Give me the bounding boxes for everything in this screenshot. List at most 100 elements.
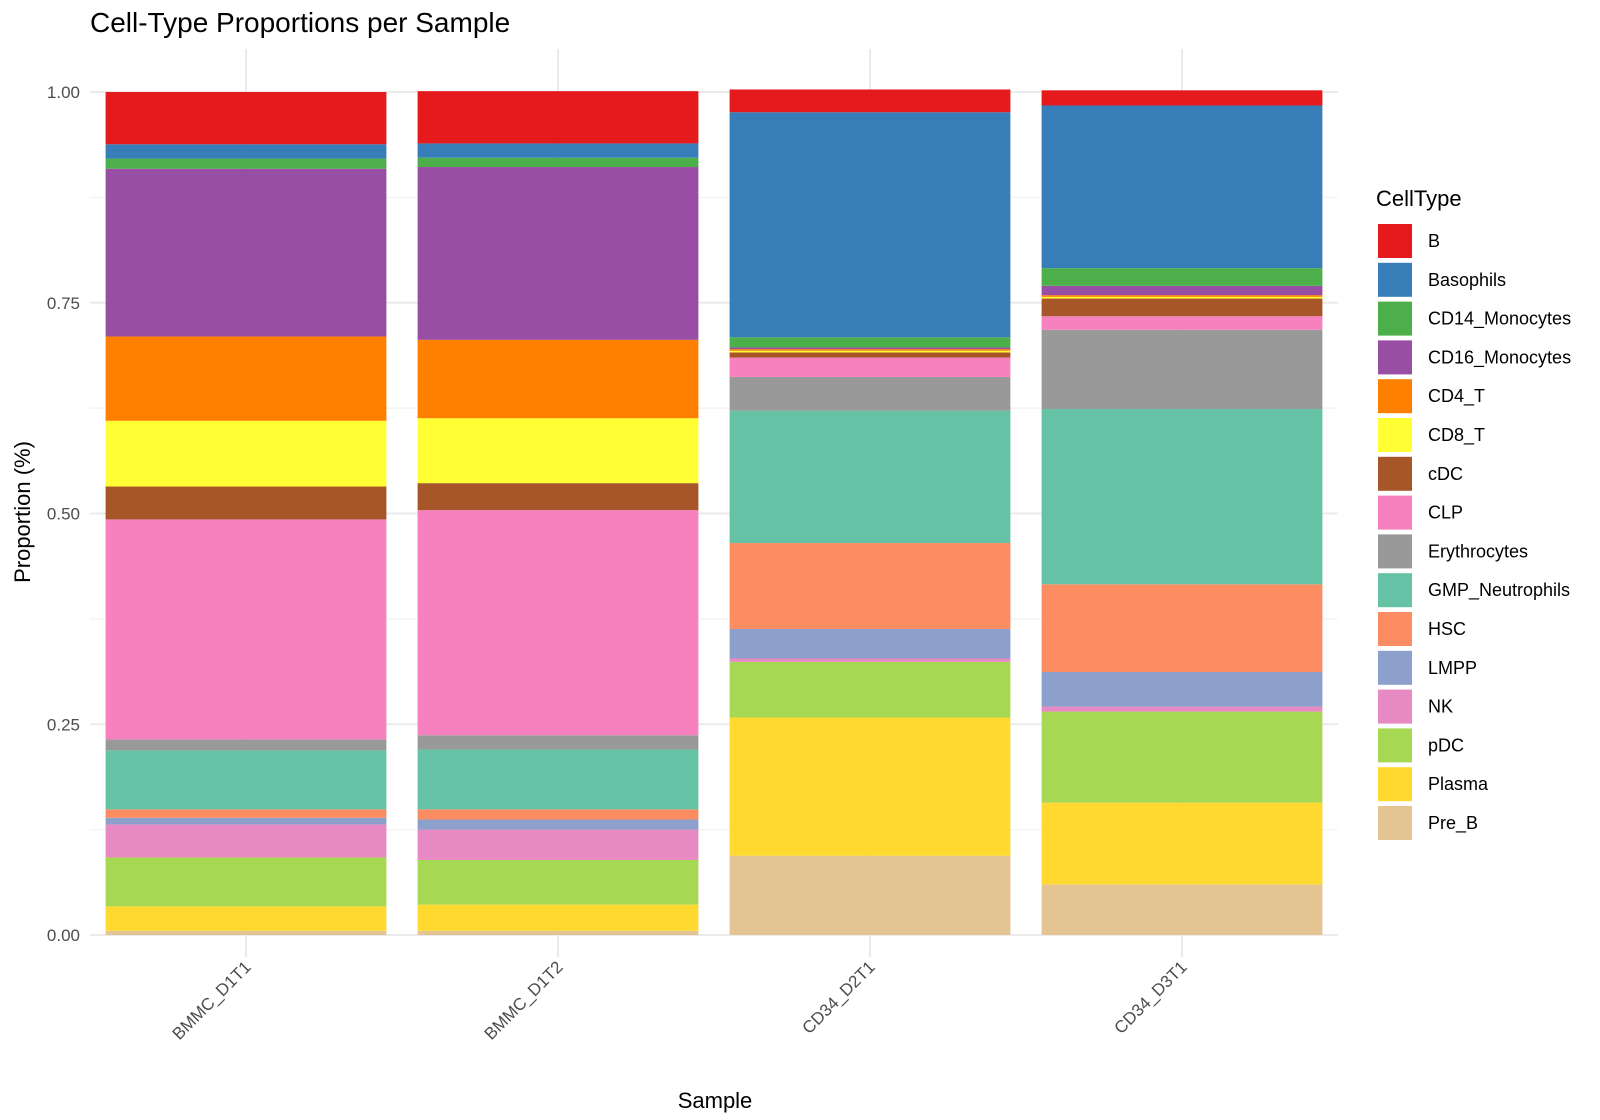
legend-label: LMPP bbox=[1428, 658, 1477, 678]
y-tick-label: 1.00 bbox=[47, 83, 80, 102]
legend-key-B bbox=[1378, 224, 1412, 258]
bar-segment-CD14_Monocytes: BMMC_D1T2 / CD14_Monocytes: 0.011 bbox=[417, 157, 699, 168]
y-tick-label: 0.75 bbox=[47, 294, 80, 313]
bar-segment-HSC: BMMC_D1T2 / HSC: 0.012 bbox=[417, 809, 699, 820]
bar-segment-Plasma: CD34_D3T1 / Plasma: 0.097 bbox=[1041, 802, 1323, 885]
legend-key-CD14_Monocytes bbox=[1378, 301, 1412, 336]
bar-segment-CD4_T: BMMC_D1T2 / CD4_T: 0.093 bbox=[417, 339, 699, 419]
bar-segment-B: CD34_D3T1 / B: 0.018 bbox=[1041, 90, 1323, 106]
bar-stack-CD34_D2T1: CD34_D2T1 / Pre_B: 0.094CD34_D2T1 / Plas… bbox=[729, 89, 1011, 935]
legend-label: CD8_T bbox=[1428, 425, 1485, 446]
legend-label: B bbox=[1428, 231, 1440, 251]
bar-segment-CD8_T: CD34_D2T1 / CD8_T: 0.002 bbox=[729, 350, 1011, 353]
bar-segment-Pre_B: BMMC_D1T2 / Pre_B: 0.005 bbox=[417, 930, 699, 935]
legend-key-CD8_T bbox=[1378, 418, 1412, 452]
x-tick-label: BMMC_D1T1 bbox=[169, 957, 255, 1043]
bar-segment-cDC: BMMC_D1T1 / cDC: 0.039 bbox=[105, 486, 387, 520]
legend-key-CD16_Monocytes bbox=[1378, 340, 1412, 375]
legend-label: HSC bbox=[1428, 619, 1466, 639]
bar-stack-BMMC_D1T2: BMMC_D1T2 / Pre_B: 0.005BMMC_D1T2 / Plas… bbox=[417, 91, 699, 935]
legend-label: Pre_B bbox=[1428, 813, 1478, 834]
legend-key-Pre_B bbox=[1378, 806, 1412, 840]
bar-segment-CLP: BMMC_D1T2 / CLP: 0.267 bbox=[417, 510, 699, 736]
bar-segment-NK: BMMC_D1T1 / NK: 0.039 bbox=[105, 824, 387, 858]
bar-segment-GMP_Neutrophils: BMMC_D1T2 / GMP_Neutrophils: 0.071 bbox=[417, 749, 699, 810]
bar-segment-Basophils: BMMC_D1T2 / Basophils: 0.017 bbox=[417, 143, 699, 158]
bar-segment-HSC: CD34_D2T1 / HSC: 0.102 bbox=[729, 543, 1011, 629]
legend-label: CD16_Monocytes bbox=[1428, 347, 1571, 368]
bar-segment-CD8_T: BMMC_D1T1 / CD8_T: 0.078 bbox=[105, 420, 387, 487]
legend-key-Basophils bbox=[1378, 262, 1412, 297]
bar-segment-Pre_B: CD34_D2T1 / Pre_B: 0.094 bbox=[729, 855, 1011, 935]
bar-segment-B: CD34_D2T1 / B: 0.027 bbox=[729, 89, 1011, 113]
bar-segment-Erythrocytes: CD34_D3T1 / Erythrocytes: 0.094 bbox=[1041, 329, 1323, 409]
bar-segment-B: BMMC_D1T2 / B: 0.062 bbox=[417, 91, 699, 144]
bar-segment-CLP: CD34_D2T1 / CLP: 0.023 bbox=[729, 357, 1011, 377]
bar-segment-LMPP: CD34_D3T1 / LMPP: 0.041 bbox=[1041, 671, 1323, 707]
bar-segment-HSC: BMMC_D1T1 / HSC: 0.01 bbox=[105, 809, 387, 818]
legend-key-cDC bbox=[1378, 456, 1412, 491]
y-axis-ticks: 0.00 0.25 0.50 0.75 1.00 bbox=[47, 83, 80, 945]
x-tick-label: CD34_D3T1 bbox=[1111, 957, 1191, 1037]
y-axis-title: Proportion (%) bbox=[10, 441, 35, 583]
bar-segment-Basophils: CD34_D2T1 / Basophils: 0.267 bbox=[729, 112, 1011, 338]
bar-segment-CD16_Monocytes: CD34_D2T1 / CD16_Monocytes: 0.002 bbox=[729, 347, 1011, 350]
bar-segment-pDC: BMMC_D1T2 / pDC: 0.053 bbox=[417, 859, 699, 905]
legend-label: Erythrocytes bbox=[1428, 541, 1528, 561]
y-tick-label: 0.00 bbox=[47, 926, 80, 945]
bar-segment-CD4_T: BMMC_D1T1 / CD4_T: 0.1 bbox=[105, 336, 387, 421]
legend-label: CLP bbox=[1428, 503, 1463, 523]
bar-stack-BMMC_D1T1: BMMC_D1T1 / Pre_B: 0.005BMMC_D1T1 / Plas… bbox=[105, 92, 387, 935]
bar-segment-Plasma: BMMC_D1T2 / Plasma: 0.031 bbox=[417, 904, 699, 931]
legend-label: cDC bbox=[1428, 464, 1463, 484]
legend-label: CD4_T bbox=[1428, 386, 1485, 407]
legend-key-LMPP bbox=[1378, 650, 1412, 685]
bar-segment-Erythrocytes: BMMC_D1T1 / Erythrocytes: 0.013 bbox=[105, 739, 387, 751]
bar-segment-cDC: CD34_D2T1 / cDC: 0.006 bbox=[729, 352, 1011, 358]
bar-segment-CD8_T: BMMC_D1T2 / CD8_T: 0.077 bbox=[417, 418, 699, 484]
bar-segment-CD16_Monocytes: BMMC_D1T2 / CD16_Monocytes: 0.205 bbox=[417, 167, 699, 340]
y-tick-label: 0.25 bbox=[47, 715, 80, 734]
bar-segment-pDC: CD34_D3T1 / pDC: 0.108 bbox=[1041, 711, 1323, 803]
bar-segment-Erythrocytes: BMMC_D1T2 / Erythrocytes: 0.017 bbox=[417, 735, 699, 750]
bar-segment-Basophils: CD34_D3T1 / Basophils: 0.193 bbox=[1041, 105, 1323, 269]
bar-segment-CLP: CD34_D3T1 / CLP: 0.016 bbox=[1041, 316, 1323, 330]
bar-segment-CD16_Monocytes: CD34_D3T1 / CD16_Monocytes: 0.011 bbox=[1041, 285, 1323, 296]
bar-segment-cDC: BMMC_D1T2 / cDC: 0.032 bbox=[417, 483, 699, 511]
legend-label: Plasma bbox=[1428, 774, 1489, 794]
legend-key-Plasma bbox=[1378, 767, 1412, 802]
legend-key-HSC bbox=[1378, 612, 1412, 646]
bar-segment-Plasma: CD34_D2T1 / Plasma: 0.164 bbox=[729, 717, 1011, 856]
legend-key-CD4_T bbox=[1378, 379, 1412, 414]
legend: CellType B Basophils CD14_Monocytes CD16_Mo… bbox=[1376, 186, 1571, 840]
legend-key-pDC bbox=[1378, 728, 1412, 763]
bar-segment-GMP_Neutrophils: CD34_D2T1 / GMP_Neutrophils: 0.157 bbox=[729, 410, 1011, 544]
legend-key-NK bbox=[1378, 689, 1412, 724]
bar-segment-pDC: BMMC_D1T1 / pDC: 0.058 bbox=[105, 857, 387, 907]
bar-segment-NK: BMMC_D1T2 / NK: 0.036 bbox=[417, 829, 699, 860]
legend-key-Erythrocytes bbox=[1378, 534, 1412, 569]
bar-segment-LMPP: CD34_D2T1 / LMPP: 0.035 bbox=[729, 628, 1011, 659]
y-tick-label: 0.50 bbox=[47, 505, 80, 524]
legend-label: pDC bbox=[1428, 735, 1464, 755]
x-axis-title: Sample bbox=[678, 1088, 753, 1113]
bar-segment-Pre_B: BMMC_D1T1 / Pre_B: 0.005 bbox=[105, 930, 387, 935]
bar-segment-B: BMMC_D1T1 / B: 0.062 bbox=[105, 92, 387, 145]
x-tick-label: BMMC_D1T2 bbox=[481, 957, 567, 1043]
legend-label: Basophils bbox=[1428, 270, 1506, 290]
bar-segment-GMP_Neutrophils: BMMC_D1T1 / GMP_Neutrophils: 0.07 bbox=[105, 750, 387, 810]
bars: BMMC_D1T1 / Pre_B: 0.005BMMC_D1T1 / Plas… bbox=[105, 89, 1323, 935]
bar-segment-CD16_Monocytes: BMMC_D1T1 / CD16_Monocytes: 0.199 bbox=[105, 168, 387, 337]
bar-segment-HSC: CD34_D3T1 / HSC: 0.104 bbox=[1041, 584, 1323, 672]
legend-label: CD14_Monocytes bbox=[1428, 309, 1571, 330]
bar-segment-Basophils: BMMC_D1T1 / Basophils: 0.017 bbox=[105, 144, 387, 159]
bar-segment-Pre_B: CD34_D3T1 / Pre_B: 0.06 bbox=[1041, 884, 1323, 935]
x-axis-ticks: BMMC_D1T1 BMMC_D1T2 CD34_D2T1 CD34_D3T1 bbox=[169, 957, 1191, 1043]
bar-segment-NK: CD34_D2T1 / NK: 0.004 bbox=[729, 658, 1011, 662]
bar-segment-CLP: BMMC_D1T1 / CLP: 0.261 bbox=[105, 519, 387, 740]
bar-segment-NK: CD34_D3T1 / NK: 0.006 bbox=[1041, 706, 1323, 712]
legend-title: CellType bbox=[1376, 186, 1462, 211]
bar-segment-CD4_T: CD34_D3T1 / CD4_T: 0.002 bbox=[1041, 295, 1323, 297]
bar-segment-cDC: CD34_D3T1 / cDC: 0.021 bbox=[1041, 298, 1323, 317]
